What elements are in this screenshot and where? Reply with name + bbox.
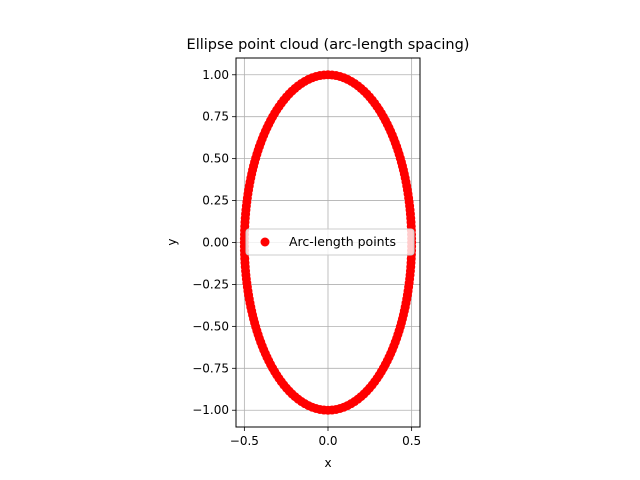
y-tick-label: 1.00 — [202, 68, 229, 82]
y-tick-label: −1.00 — [192, 403, 229, 417]
y-tick-label: 0.50 — [202, 152, 229, 166]
legend-box — [245, 228, 415, 256]
y-tick-label: 0.25 — [202, 194, 229, 208]
x-tick-label: 0.5 — [402, 434, 421, 448]
x-tick-label: −0.5 — [230, 434, 259, 448]
y-axis-label: y — [165, 238, 179, 245]
y-tick-label: 0.00 — [202, 236, 229, 250]
x-axis-ticks: −0.5 0.0 0.5 — [230, 427, 421, 448]
y-tick-label: −0.25 — [192, 277, 229, 291]
y-tick-label: 0.75 — [202, 110, 229, 124]
y-axis-ticks: −1.00 −0.75 −0.50 −0.25 0.00 0.25 0.50 0.75 1.00 — [192, 68, 236, 417]
legend-label: Arc-length points — [289, 234, 396, 249]
x-tick-label: 0.0 — [318, 434, 337, 448]
legend-marker — [260, 237, 270, 247]
y-tick-label: −0.50 — [192, 319, 229, 333]
y-tick-label: −0.75 — [192, 361, 229, 375]
chart-title: Ellipse point cloud (arc-length spacing) — [187, 37, 470, 53]
legend: Arc-length points — [245, 228, 415, 256]
x-axis-label: x — [324, 456, 331, 470]
